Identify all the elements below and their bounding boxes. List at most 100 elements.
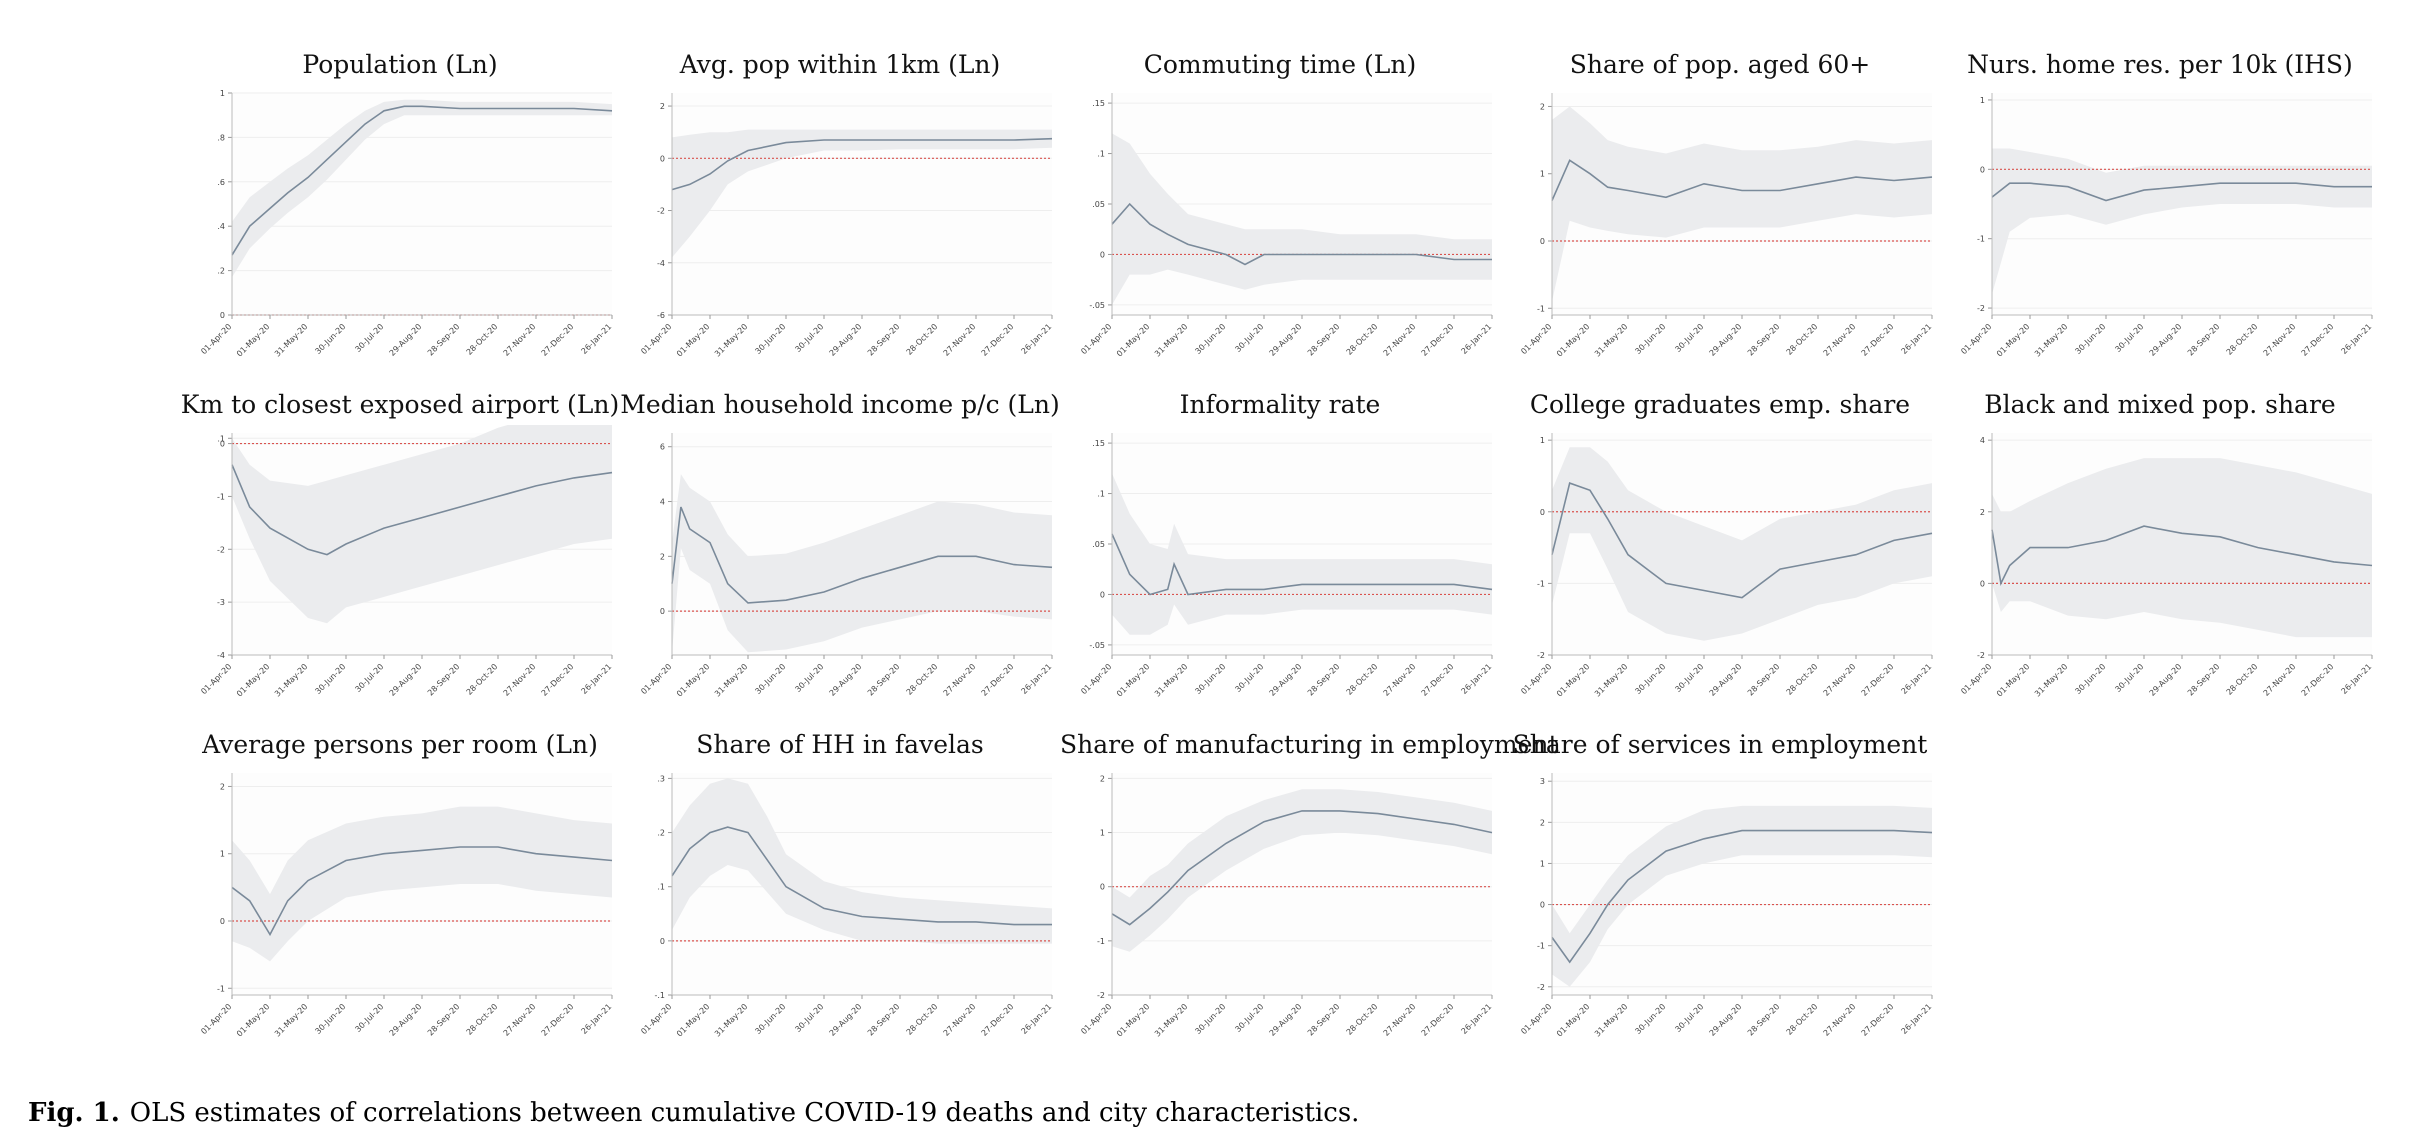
x-tick-label: 30-Jun-20 — [753, 1002, 787, 1036]
y-tick-label: .05 — [1092, 200, 1105, 209]
y-tick-label: -1 — [217, 492, 225, 501]
y-tick-label: -.05 — [1089, 641, 1105, 650]
y-tick-label: 0 — [1540, 901, 1545, 910]
x-tick-label: 27-Nov-20 — [2262, 322, 2298, 358]
x-tick-label: 26-Jan-21 — [2340, 662, 2374, 696]
y-tick-label: .2 — [657, 829, 665, 838]
x-tick-label: 28-Oct-20 — [905, 662, 940, 697]
estimate-line — [1111, 202, 1492, 266]
chart-panel-share-of-pop-aged-60: Share of pop. aged 60+ -1 0 1 2 01-Apr-20 01-M… — [1500, 45, 1940, 385]
x-tick-label: 26-Jan-21 — [2340, 322, 2374, 356]
y-tick-label: 1 — [1540, 859, 1545, 868]
x-tick-label: 01-Apr-20 — [1519, 1002, 1553, 1036]
x-tick-label: 30-Jul-20 — [793, 322, 825, 354]
x-tick-label: 28-Sep-20 — [1746, 662, 1782, 698]
estimate-line — [1551, 159, 1933, 201]
x-tick-label: 30-Jun-20 — [2073, 662, 2107, 696]
x-tick-label: 01-May-20 — [235, 322, 271, 358]
x-tick-label: 01-May-20 — [1115, 322, 1151, 358]
y-tick-label: .1 — [217, 434, 225, 443]
chart-plot-college-graduates-emp-share: -2 -1 0 1 01-Apr-20 01-May-20 31-May-20 30-Jun-… — [1519, 433, 1934, 698]
chart-title: College graduates emp. share — [1529, 390, 1911, 419]
x-tick-label: 30-Jun-20 — [1193, 1002, 1227, 1036]
y-tick-label: 0 — [1540, 508, 1545, 517]
x-tick-label: 29-Aug-20 — [1708, 322, 1744, 358]
x-tick-label: 01-Apr-20 — [199, 322, 233, 356]
x-tick-label: 01-Apr-20 — [639, 662, 673, 696]
x-tick-label: 30-Jul-20 — [1233, 662, 1265, 694]
y-tick-label: 2 — [1980, 508, 1985, 517]
x-tick-label: 27-Nov-20 — [502, 662, 538, 698]
confidence-band — [1552, 805, 1932, 987]
y-tick-label: 4 — [1980, 436, 1985, 445]
confidence-band — [232, 425, 612, 624]
x-tick-label: 30-Jul-20 — [353, 662, 385, 694]
chart-panel-informality-rate: Informality rate -.05 0 .05 .1 .15 01-Apr-20 01… — [1060, 385, 1500, 725]
x-tick-label: 26-Jan-21 — [580, 322, 614, 356]
y-tick-label: 1 — [1540, 436, 1545, 445]
x-tick-label: 28-Sep-20 — [1306, 662, 1342, 698]
x-tick-label: 30-Jul-20 — [2113, 322, 2145, 354]
x-tick-label: 28-Oct-20 — [1345, 1002, 1380, 1037]
x-tick-label: 29-Aug-20 — [1268, 662, 1304, 698]
x-tick-label: 31-May-20 — [1593, 662, 1629, 698]
x-tick-label: 27-Nov-20 — [1382, 322, 1418, 358]
x-tick-label: 27-Dec-20 — [980, 662, 1016, 698]
y-tick-label: 1 — [220, 850, 225, 859]
x-tick-label: 29-Aug-20 — [828, 1002, 864, 1038]
y-tick-label: .05 — [1092, 540, 1105, 549]
chart-plot-average-persons-per-room-ln: -1 0 1 2 01-Apr-20 01-May-20 31-May-20 30-Jun-2… — [199, 773, 614, 1038]
x-tick-label: 26-Jan-21 — [580, 1002, 614, 1036]
x-tick-label: 27-Nov-20 — [1382, 662, 1418, 698]
x-tick-label: 28-Sep-20 — [1746, 322, 1782, 358]
chart-panel-share-of-manufacturing-in-employment: Share of manufacturing in employment -2 -1… — [1060, 725, 1559, 1065]
x-tick-label: 01-May-20 — [675, 1002, 711, 1038]
estimate-line — [671, 137, 1053, 191]
y-tick-label: -6 — [657, 311, 665, 320]
x-tick-label: 29-Aug-20 — [1268, 1002, 1304, 1038]
y-tick-label: 0 — [220, 440, 225, 449]
confidence-band — [1992, 458, 2372, 638]
chart-panel-share-of-services-in-employment: Share of services in employment -2 -1 0 1 2 3 0… — [1500, 725, 1940, 1065]
y-tick-label: -1 — [1977, 235, 1985, 244]
plot-area — [672, 93, 1052, 315]
estimate-line — [1551, 482, 1933, 599]
chart-plot-median-household-income-p-c-ln: 0 2 4 6 01-Apr-20 01-May-20 31-May-20 30-Jun-20… — [639, 433, 1054, 698]
y-tick-label: 0 — [660, 154, 665, 163]
y-tick-label: 0 — [660, 607, 665, 616]
x-tick-label: 28-Sep-20 — [2186, 662, 2222, 698]
chart-panel-share-of-hh-in-favelas: Share of HH in favelas -.1 0 .1 .2 .3 01-Apr-2… — [620, 725, 1060, 1065]
estimate-line — [231, 846, 613, 937]
x-tick-label: 30-Jul-20 — [2113, 662, 2145, 694]
estimate-line — [1111, 810, 1493, 926]
y-tick-label: 6 — [660, 443, 665, 452]
x-tick-label: 31-May-20 — [2033, 322, 2069, 358]
x-tick-label: 28-Oct-20 — [1345, 322, 1380, 357]
chart-plot-black-and-mixed-pop-share: -2 0 2 4 01-Apr-20 01-May-20 31-May-20 30-Jun-2… — [1959, 433, 2374, 698]
x-tick-label: 26-Jan-21 — [1900, 662, 1934, 696]
x-tick-label: 26-Jan-21 — [1020, 662, 1054, 696]
x-tick-label: 27-Nov-20 — [502, 1002, 538, 1038]
x-tick-label: 26-Jan-21 — [1900, 322, 1934, 356]
chart-panel-college-graduates-emp-share: College graduates emp. share -2 -1 0 1 01-Apr… — [1500, 385, 1940, 725]
x-tick-label: 26-Jan-21 — [1020, 1002, 1054, 1036]
x-tick-label: 31-May-20 — [1593, 1002, 1629, 1038]
x-tick-label: 28-Sep-20 — [866, 1002, 902, 1038]
confidence-band — [1112, 789, 1492, 952]
y-tick-label: .1 — [657, 883, 665, 892]
x-tick-label: 01-Apr-20 — [1079, 322, 1113, 356]
y-tick-label: .15 — [1092, 99, 1105, 108]
chart-panel-commuting-time-ln: Commuting time (Ln) -.05 0 .05 .1 .15 01-Apr-2… — [1060, 45, 1500, 385]
chart-title: Black and mixed pop. share — [1984, 390, 2336, 419]
y-tick-label: 1 — [1980, 96, 1985, 105]
y-tick-label: 2 — [1540, 102, 1545, 111]
chart-title: Average persons per room (Ln) — [202, 730, 598, 759]
y-tick-label: 0 — [1100, 590, 1105, 599]
y-tick-label: .1 — [1097, 490, 1105, 499]
x-tick-label: 28-Oct-20 — [905, 322, 940, 357]
x-tick-label: 01-Apr-20 — [1519, 322, 1553, 356]
y-tick-label: 2 — [660, 102, 665, 111]
x-tick-label: 30-Jun-20 — [313, 322, 347, 356]
x-tick-label: 30-Jul-20 — [793, 1002, 825, 1034]
x-tick-label: 30-Jun-20 — [2073, 322, 2107, 356]
